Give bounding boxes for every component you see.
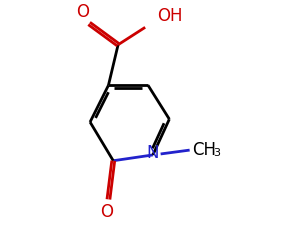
Text: O: O: [76, 3, 89, 21]
Text: OH: OH: [157, 7, 182, 25]
Text: 3: 3: [213, 148, 220, 158]
Text: O: O: [100, 203, 113, 221]
Text: N: N: [147, 144, 159, 162]
Text: CH: CH: [193, 141, 217, 159]
